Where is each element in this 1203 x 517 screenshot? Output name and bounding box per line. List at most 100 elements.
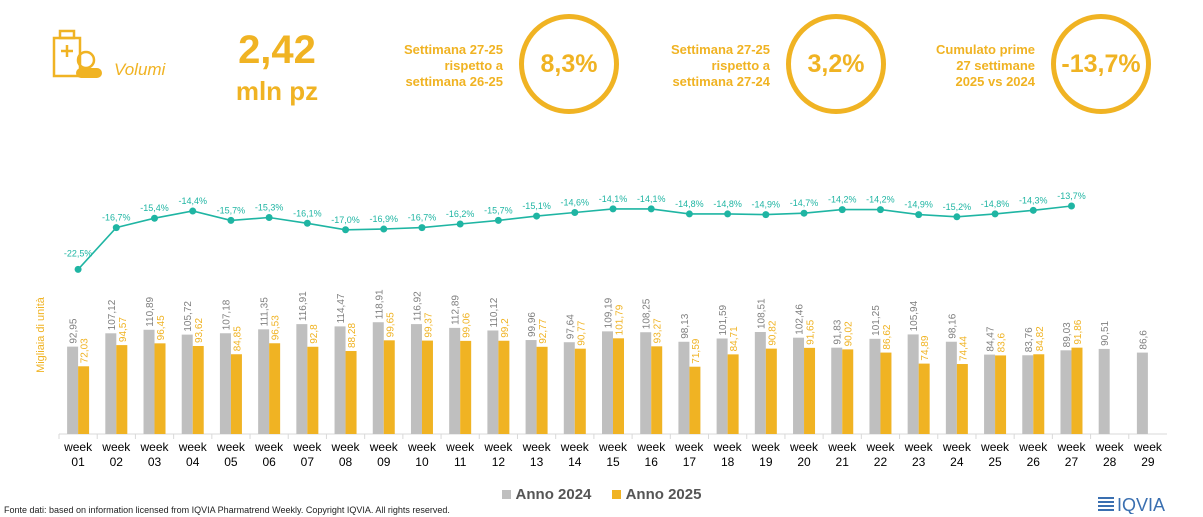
change-label: -14,9% (752, 200, 781, 210)
bar-2024 (334, 326, 346, 434)
change-label: -17,0% (331, 215, 360, 225)
bar-2024 (869, 338, 881, 434)
x-tick-label-line2: 25 (988, 455, 1002, 469)
comparison-1-circle: 8,3% (519, 14, 619, 114)
data-label-2025: 74,44 (958, 336, 969, 361)
x-tick-label-line1: week (101, 440, 131, 454)
change-label: -14,8% (981, 199, 1010, 209)
x-tick-label-line2: 03 (148, 455, 162, 469)
bar-2025 (116, 345, 128, 434)
data-label-2025: 96,53 (271, 315, 282, 340)
legend-swatch-2025 (611, 490, 621, 499)
x-tick-label-line2: 26 (1027, 455, 1041, 469)
data-label-2024: 116,92 (412, 291, 423, 321)
change-label: -15,7% (217, 205, 246, 215)
change-point (418, 224, 426, 232)
data-label-2024: 116,91 (298, 291, 309, 321)
change-point (800, 209, 808, 217)
bar-2024 (1136, 352, 1148, 434)
data-label-2024: 112,89 (451, 295, 462, 325)
data-label-2025: 101,79 (615, 304, 626, 335)
bar-2025 (765, 348, 777, 434)
logo-text: IQVIA (1117, 495, 1165, 514)
change-label: -14,8% (675, 199, 704, 209)
bar-2024 (945, 341, 957, 434)
x-tick-label-line2: 08 (339, 455, 353, 469)
bar-2024 (984, 354, 996, 434)
data-label-2024: 107,12 (107, 299, 118, 330)
data-label-2025: 99,06 (462, 312, 473, 337)
bar-2025 (192, 345, 204, 434)
change-point (1067, 202, 1075, 210)
bar-2024 (296, 324, 308, 434)
kpi-unit: mln pz (235, 76, 319, 106)
legend-item-2025: Anno 2025 (611, 486, 701, 503)
change-label: -13,7% (1057, 191, 1086, 201)
data-label-2025: 93,62 (194, 318, 205, 343)
x-tick-label-line1: week (445, 440, 475, 454)
data-label-2024: 114,47 (336, 293, 347, 323)
x-tick-label-line2: 16 (645, 455, 659, 469)
x-tick-label-line1: week (1056, 440, 1086, 454)
data-label-2024: 101,25 (871, 305, 882, 336)
x-tick-label-line2: 17 (683, 455, 697, 469)
data-label-2024: 84,47 (986, 326, 997, 351)
bar-2025 (689, 366, 701, 434)
change-point (189, 207, 197, 215)
change-point (724, 210, 732, 218)
data-label-2024: 118,91 (374, 289, 385, 319)
bar-2024 (372, 322, 384, 434)
x-tick-label-line2: 18 (721, 455, 735, 469)
comparison-3-label: Cumulato prime 27 settimane 2025 vs 2024 (936, 42, 1035, 89)
change-label: -14,2% (828, 195, 857, 205)
bar-2025 (804, 347, 816, 434)
data-label-2025: 99,2 (500, 318, 511, 338)
bar-2025 (269, 343, 281, 434)
bar-2024 (1098, 348, 1110, 434)
change-point (991, 210, 999, 218)
x-tick-label-line1: week (140, 440, 170, 454)
x-tick-label-line1: week (522, 440, 552, 454)
x-tick-label-line2: 07 (301, 455, 315, 469)
x-tick-label-line2: 11 (454, 455, 467, 469)
data-label-2025: 84,71 (729, 326, 740, 351)
x-tick-label-line2: 12 (492, 455, 506, 469)
bar-2025 (918, 363, 930, 434)
data-label-2025: 71,59 (691, 338, 702, 363)
legend-item-2024: Anno 2024 (501, 486, 591, 503)
change-label: -14,4% (178, 196, 207, 206)
change-label: -14,8% (713, 199, 742, 209)
x-tick-label-line1: week (904, 440, 934, 454)
x-tick-label-line1: week (407, 440, 437, 454)
change-label: -16,7% (102, 213, 131, 223)
bar-2025 (498, 340, 510, 434)
bar-2025 (460, 340, 472, 434)
data-label-2024: 111,35 (260, 297, 271, 327)
data-label-2025: 72,03 (80, 338, 91, 363)
data-label-2025: 86,62 (882, 324, 893, 349)
change-label: -14,1% (637, 194, 666, 204)
change-point (112, 224, 120, 232)
change-point (1029, 206, 1037, 214)
bar-2025 (421, 340, 433, 434)
x-tick-label-line1: week (598, 440, 628, 454)
x-tick-label-line1: week (216, 440, 246, 454)
bar-2024 (1022, 355, 1034, 434)
x-tick-label-line1: week (980, 440, 1010, 454)
bar-2025 (727, 354, 739, 434)
bar-2024 (410, 324, 422, 434)
change-label: -14,3% (1019, 195, 1048, 205)
data-label-2024: 91,83 (833, 319, 844, 344)
data-label-2025: 96,45 (156, 315, 167, 340)
data-label-2024: 97,64 (565, 314, 576, 339)
bar-2024 (487, 330, 499, 434)
change-point (74, 265, 82, 273)
bar-2024 (907, 334, 919, 434)
change-label: -14,1% (599, 194, 628, 204)
bar-2025 (1033, 354, 1045, 434)
x-tick-label-line2: 20 (797, 455, 811, 469)
data-label-2025: 92,8 (309, 324, 320, 344)
data-label-2025: 90,77 (576, 320, 587, 345)
comparison-1-value: 8,3% (540, 49, 598, 78)
data-label-2025: 99,37 (423, 312, 434, 337)
